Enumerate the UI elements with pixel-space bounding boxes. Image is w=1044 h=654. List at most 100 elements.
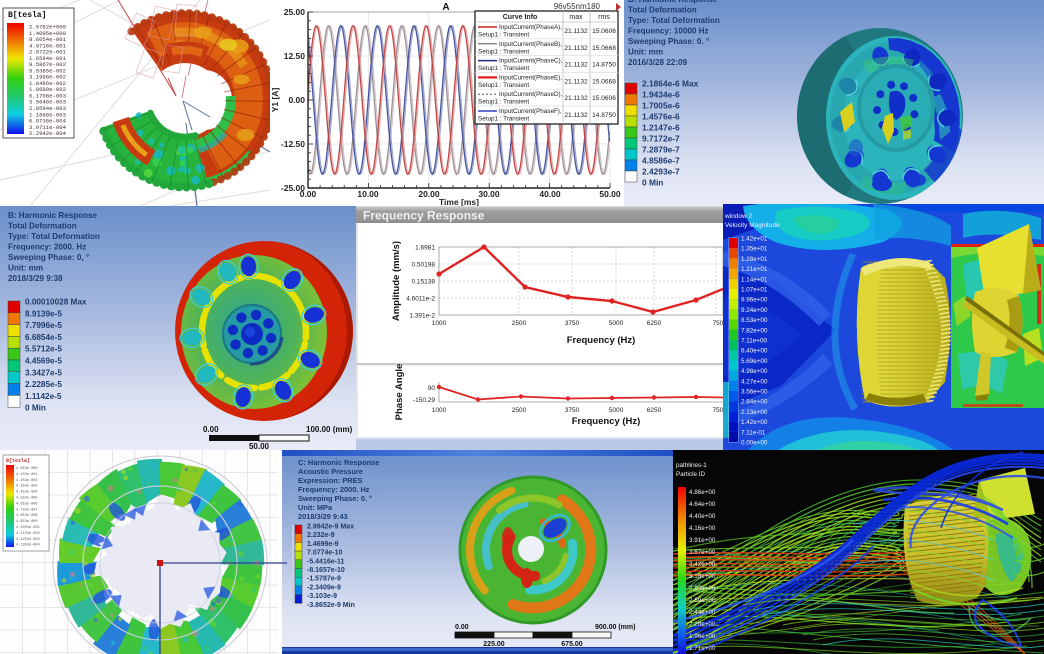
svg-text:Total Deformation: Total Deformation [8,222,77,231]
svg-text:2.69e+00: 2.69e+00 [689,597,716,604]
svg-text:4.16e+00: 4.16e+00 [689,525,716,532]
svg-text:4.753e-007: 4.753e-007 [16,508,38,512]
svg-text:0 Min: 0 Min [642,178,663,188]
svg-text:Setup1 : Transient: Setup1 : Transient [478,116,529,123]
svg-text:-1.5787e-9: -1.5787e-9 [307,576,341,583]
svg-text:pathlines-1: pathlines-1 [676,462,707,469]
svg-text:4.1153e-002: 4.1153e-002 [16,532,40,536]
svg-text:Frequency (Hz): Frequency (Hz) [567,335,636,346]
svg-text:B: Harmonic Response: B: Harmonic Response [628,0,718,4]
svg-text:1.2147e-6: 1.2147e-6 [642,123,680,133]
svg-text:0.00010028 Max: 0.00010028 Max [25,298,87,307]
svg-text:4.64e+00: 4.64e+00 [689,501,716,508]
svg-text:Setup1 : Transient: Setup1 : Transient [478,82,529,89]
svg-text:30.00: 30.00 [478,189,500,199]
svg-text:0.00: 0.00 [455,624,469,631]
svg-text:Setup1 : Transient: Setup1 : Transient [478,65,529,72]
svg-text:4.553e-005: 4.553e-005 [16,497,38,501]
svg-text:9.96e+00: 9.96e+00 [741,297,768,304]
svg-text:7.11e-01: 7.11e-01 [741,429,766,436]
svg-text:20.00: 20.00 [418,189,440,199]
svg-text:3.3427e-5: 3.3427e-5 [25,368,62,377]
svg-text:InputCurrent(PhaseB),: InputCurrent(PhaseB), [499,41,562,48]
svg-text:Expression: PRES: Expression: PRES [298,476,363,485]
svg-text:1.07e+01: 1.07e+01 [741,287,768,294]
svg-text:1.4699e-9: 1.4699e-9 [307,541,339,548]
svg-text:3.67e+00: 3.67e+00 [689,549,716,556]
svg-text:3750: 3750 [565,320,580,327]
svg-text:4.153e-001: 4.153e-001 [16,473,38,477]
svg-text:2500: 2500 [512,407,527,414]
svg-text:0 Min: 0 Min [25,404,46,413]
svg-text:1.6981: 1.6981 [415,245,435,252]
svg-text:1000: 1000 [432,407,447,414]
svg-text:1000: 1000 [432,320,447,327]
svg-text:9.5867e-002: 9.5867e-002 [29,61,66,68]
svg-text:3.1998e-002: 3.1998e-002 [29,74,66,81]
svg-text:675.00: 675.00 [561,641,583,648]
svg-text:5.69e+00: 5.69e+00 [741,358,768,365]
svg-text:7.7996e-5: 7.7996e-5 [25,321,62,330]
svg-text:6250: 6250 [647,407,662,414]
svg-text:6.40e+00: 6.40e+00 [741,348,768,355]
svg-text:3750: 3750 [565,407,580,414]
svg-text:1.1898e-003: 1.1898e-003 [29,111,66,118]
svg-text:50.00: 50.00 [249,442,270,450]
svg-text:1.35e+01: 1.35e+01 [741,246,768,253]
svg-text:Frequency Response: Frequency Response [363,209,485,223]
svg-text:C: Harmonic Response: C: Harmonic Response [298,458,379,467]
svg-text:Frequency: 2000. Hz: Frequency: 2000. Hz [298,485,370,494]
svg-text:6.8736e-004: 6.8736e-004 [29,118,67,125]
svg-text:40.00: 40.00 [539,189,561,199]
svg-text:8.53e+00: 8.53e+00 [741,317,768,324]
svg-text:3.5646e-003: 3.5646e-003 [29,99,66,106]
svg-text:2.0722e-001: 2.0722e-001 [29,49,67,56]
svg-text:4.853e-008: 4.853e-008 [16,514,38,518]
svg-text:7.82e+00: 7.82e+00 [741,327,768,334]
svg-text:B[tesla]: B[tesla] [6,458,30,464]
svg-text:5.5385e-002: 5.5385e-002 [29,67,66,74]
svg-text:2.4293e-7: 2.4293e-7 [642,167,680,177]
svg-text:2.2285e-5: 2.2285e-5 [25,380,62,389]
svg-text:15.0606: 15.0606 [592,95,616,102]
svg-text:3.9711e-004: 3.9711e-004 [29,124,67,131]
svg-text:4.6011e-2: 4.6011e-2 [406,296,435,303]
svg-text:4.4569e-5: 4.4569e-5 [25,357,62,366]
svg-text:-3.8652e-9 Min: -3.8652e-9 Min [307,602,355,609]
svg-text:1.7005e-6: 1.7005e-6 [642,101,680,111]
svg-text:InputCurrent(PhaseD),: InputCurrent(PhaseD), [499,91,563,98]
svg-text:Frequency: 2000. Hz: Frequency: 2000. Hz [8,243,86,252]
svg-text:Type: Total Deformation: Type: Total Deformation [628,16,720,25]
svg-text:-5.4416e-11: -5.4416e-11 [307,558,344,565]
svg-text:21.1132: 21.1132 [564,28,588,35]
svg-text:15.0668: 15.0668 [592,45,616,52]
svg-text:10.00: 10.00 [357,189,379,199]
svg-text:100.00 (mm): 100.00 (mm) [306,425,353,434]
svg-text:-150.29: -150.29 [413,397,435,404]
svg-text:Total Deformation: Total Deformation [628,6,697,15]
svg-text:Setup1 : Transient: Setup1 : Transient [478,48,529,55]
svg-text:3.56e+00: 3.56e+00 [741,389,768,396]
svg-text:2018/3/29 9:43: 2018/3/29 9:43 [298,512,348,521]
svg-text:InputCurrent(PhaseE),: InputCurrent(PhaseE), [499,74,562,81]
svg-text:Unit: mm: Unit: mm [8,264,43,273]
svg-text:Sweeping Phase: 0. °: Sweeping Phase: 0. ° [298,494,372,503]
svg-text:2.232e-9: 2.232e-9 [307,532,335,539]
svg-text:2500: 2500 [512,320,527,327]
svg-text:1.6594e-001: 1.6594e-001 [29,55,67,62]
svg-text:2.2942e-004: 2.2942e-004 [29,130,67,137]
svg-text:1.42e+01: 1.42e+01 [741,236,768,243]
svg-text:8.9139e-5: 8.9139e-5 [25,309,62,318]
svg-text:1.4095e+000: 1.4095e+000 [29,30,67,37]
svg-text:1.1142e-5: 1.1142e-5 [25,392,62,401]
svg-text:1.8486e-002: 1.8486e-002 [29,80,66,87]
svg-text:4.27e+00: 4.27e+00 [741,378,768,385]
svg-text:4.953e-000: 4.953e-000 [16,520,38,524]
svg-text:InputCurrent(PhaseF),: InputCurrent(PhaseF), [499,108,562,115]
svg-text:2.13e+00: 2.13e+00 [741,409,768,416]
svg-text:5000: 5000 [609,320,624,327]
svg-text:15.0606: 15.0606 [592,28,616,35]
svg-text:rms: rms [598,14,610,21]
svg-text:6.6854e-5: 6.6854e-5 [25,333,62,342]
svg-text:900.00 (mm): 900.00 (mm) [595,624,635,631]
